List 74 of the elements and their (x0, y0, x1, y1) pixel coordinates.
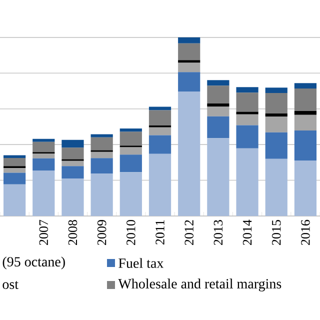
bar (3, 168, 26, 173)
bar (120, 132, 142, 146)
x-tick-label: 2009 (97, 220, 106, 245)
bar (178, 60, 200, 63)
bar (178, 43, 200, 60)
bar (207, 80, 230, 86)
bar (120, 147, 142, 155)
x-tick-label: 2013 (214, 220, 223, 245)
bar (62, 160, 84, 166)
x-tick-label: 2010 (126, 220, 136, 245)
bar (148, 106, 172, 110)
bar (62, 148, 84, 160)
bar (178, 92, 200, 216)
bar (294, 110, 317, 115)
bar (148, 135, 172, 154)
bar (32, 142, 55, 152)
x-tick-label: 2012 (184, 220, 194, 245)
bar (236, 148, 258, 216)
bar (62, 178, 84, 216)
bar (207, 116, 230, 138)
text: (95 octane) (2, 256, 65, 270)
bar (32, 154, 55, 158)
bar (294, 114, 317, 130)
bar (90, 137, 113, 150)
bar (178, 37, 200, 44)
bar (32, 158, 55, 170)
bar (90, 174, 113, 216)
bar (148, 154, 172, 216)
bar (294, 160, 317, 216)
bar (178, 62, 200, 72)
bar (265, 113, 288, 117)
bar (120, 172, 142, 216)
x-tick-label: 2011 (156, 220, 164, 244)
bar (207, 138, 230, 216)
bar (265, 116, 288, 132)
bar (120, 128, 142, 132)
x-tick-label: 2007 (39, 220, 48, 245)
bar (90, 152, 113, 158)
bar (265, 158, 288, 216)
bar (265, 132, 288, 159)
bar (178, 72, 200, 92)
bar (148, 110, 172, 126)
bar (32, 138, 55, 142)
bar (3, 155, 26, 158)
bar (207, 103, 230, 107)
x-tick-label: 2015 (272, 220, 281, 245)
legend-label: Fuel tax (118, 258, 164, 268)
x-tick-label: 2008 (68, 220, 78, 245)
bar (3, 184, 26, 216)
bar (148, 127, 172, 136)
bar (207, 106, 230, 116)
bar (62, 140, 84, 148)
bar (3, 172, 26, 184)
x-tick-label: 2014 (242, 220, 252, 245)
bar (207, 86, 230, 104)
bar (62, 166, 84, 179)
bar (236, 125, 258, 148)
bar (294, 83, 317, 88)
bar (32, 170, 55, 216)
x-tick-label: 2016 (301, 220, 310, 245)
bar (236, 92, 258, 112)
bar (236, 112, 258, 114)
legend-label: Wholesale and retail margins (118, 278, 282, 292)
text: ost (2, 280, 18, 290)
bar (265, 88, 288, 93)
bar (3, 158, 26, 166)
bar (90, 158, 113, 174)
bar (265, 92, 288, 114)
bar (120, 154, 142, 172)
bar (236, 114, 258, 126)
bar (236, 87, 258, 93)
bar (90, 134, 113, 138)
bar (294, 88, 317, 111)
bar (294, 130, 317, 160)
